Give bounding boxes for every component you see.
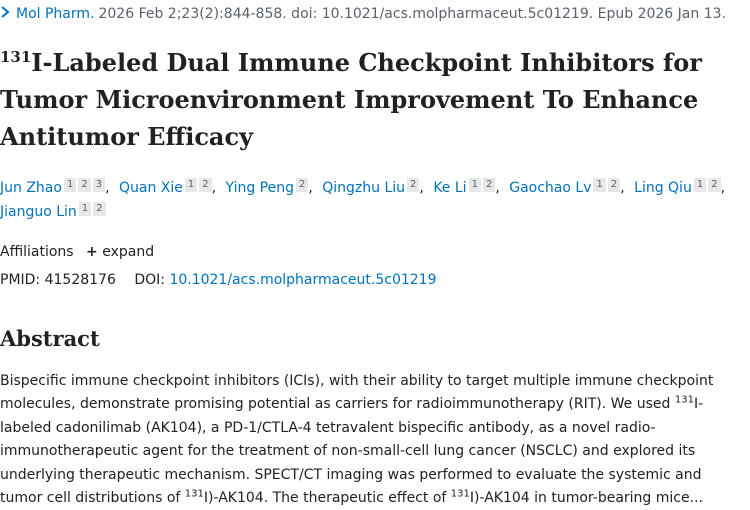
author-name-link[interactable]: Quan Xie [118,180,183,196]
expand-label: expand [102,244,155,260]
author-item: Ling Qiu 1 2, [634,178,730,196]
author-name-link[interactable]: Ke Li [433,180,467,196]
author-separator: , [720,180,726,196]
abstract-text: Bispecific immune checkpoint inhibitors … [0,370,748,510]
chevron-right-icon[interactable] [0,4,14,24]
author-separator: , [211,180,217,196]
affiliation-number-link[interactable]: 1 [693,178,707,192]
author-name-link[interactable]: Jun Zhao [0,180,62,196]
abstract-part-3: I)-AK104. The therapeutic effect of [203,490,451,507]
abstract-sup-3: 131 [450,488,470,500]
doi-label: DOI: [134,272,165,288]
author-name-link[interactable]: Ling Qiu [634,180,692,196]
plus-icon: + [86,244,98,260]
pmid-label: PMID: [0,272,41,288]
pmid-value: 41528176 [44,272,116,288]
affiliation-number-link[interactable]: 2 [708,178,721,192]
title-text: I-Labeled Dual Immune Checkpoint Inhibit… [0,48,702,151]
author-separator: , [308,180,313,196]
affiliation-number-link[interactable]: 3 [92,178,106,192]
abstract-sup-1: 131 [674,394,694,406]
author-name-link[interactable]: Gaochao Lv [509,180,592,196]
author-separator: , [419,180,424,196]
author-item: Qingzhu Liu 2, [322,178,429,196]
title-superscript: 131 [0,48,32,66]
affiliation-number-link[interactable]: 2 [295,178,309,192]
citation-details: 2026 Feb 2;23(2):844-858. doi: 10.1021/a… [98,6,726,22]
author-name-link[interactable]: Qingzhu Liu [322,180,406,196]
author-name-link[interactable]: Jianguo Lin [0,204,77,220]
author-name-link[interactable]: Ying Peng [225,180,294,196]
author-item: Jun Zhao 1 2 3, [0,178,115,196]
author-item: Gaochao Lv 1 2, [509,178,629,196]
affiliations-row: Affiliations + expand [0,240,154,264]
identifiers-row: PMID: 41528176 DOI: 10.1021/acs.molpharm… [0,268,437,292]
affiliation-number-link[interactable]: 1 [468,178,481,192]
affiliation-number-link[interactable]: 1 [63,178,77,192]
abstract-part-4: I)-AK104 in tumor-bearing mice... [469,490,703,507]
abstract-sup-2: 131 [184,488,204,500]
affiliation-number-link[interactable]: 2 [78,178,91,192]
affiliation-number-link[interactable]: 1 [593,178,606,192]
author-item: Ke Li 1 2, [433,178,504,196]
abstract-part-2: I-labeled cadonilimab (AK104), a PD-1/CT… [0,396,704,507]
author-separator: , [620,180,625,196]
expand-affiliations-button[interactable]: + expand [78,244,154,260]
affiliation-number-link[interactable]: 2 [482,178,496,192]
affiliation-number-link[interactable]: 2 [199,178,212,192]
article-title: 131I-Labeled Dual Immune Checkpoint Inhi… [0,44,750,155]
affiliation-number-link[interactable]: 2 [93,202,106,216]
doi-link[interactable]: 10.1021/acs.molpharmaceut.5c01219 [169,272,437,288]
affiliation-number-link[interactable]: 2 [607,178,621,192]
affiliation-number-link[interactable]: 1 [184,178,198,192]
journal-link[interactable]: Mol Pharm. [16,6,95,22]
affiliations-label: Affiliations [0,244,74,260]
author-item: Quan Xie 1 2, [118,178,221,196]
abstract-heading: Abstract [0,326,100,351]
author-item: Jianguo Lin 1 2 [0,202,106,220]
abstract-part-1: Bispecific immune checkpoint inhibitors … [0,373,714,413]
author-separator: , [495,180,500,196]
author-separator: , [105,180,110,196]
author-list: Jun Zhao 1 2 3, Quan Xie 1 2, Ying Peng 2, Qin… [0,176,750,224]
affiliation-number-link[interactable]: 1 [78,202,92,216]
citation-line: Mol Pharm. 2026 Feb 2;23(2):844-858. doi:… [0,4,726,24]
affiliation-number-link[interactable]: 2 [407,178,420,192]
author-item: Ying Peng 2, [225,178,318,196]
